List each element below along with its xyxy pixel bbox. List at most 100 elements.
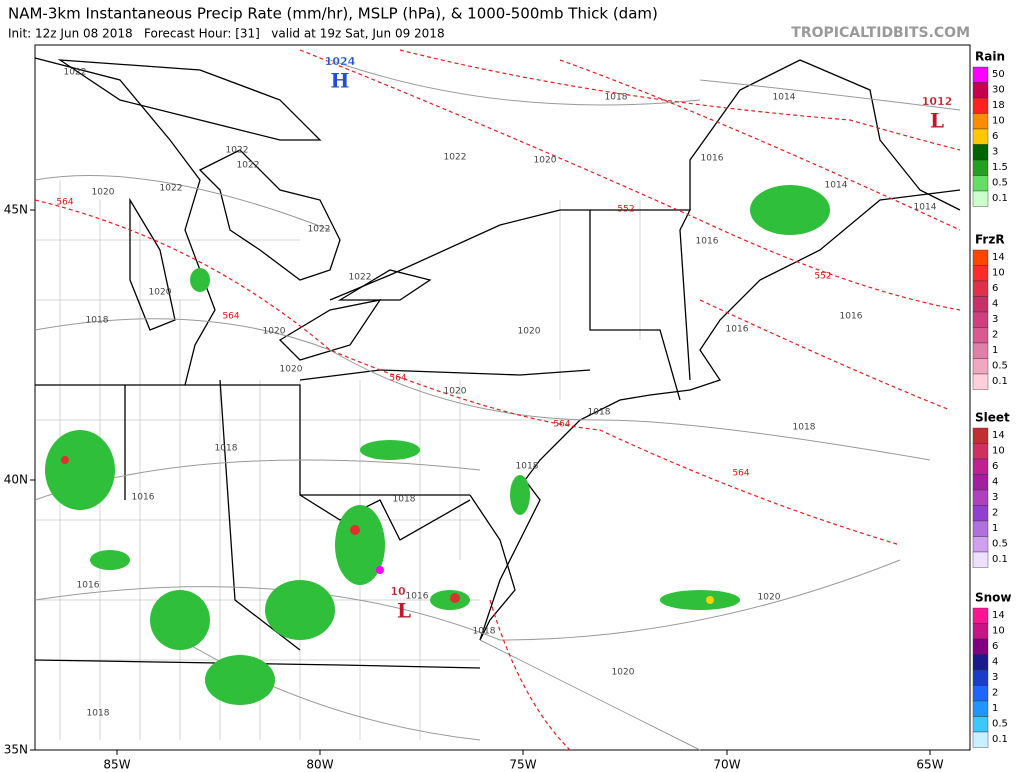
pressure-label: 1016 [406, 592, 429, 602]
legend-title: FrzR [975, 233, 1005, 247]
credit: TROPICALTIDBITS.COM [791, 25, 970, 41]
legend-swatch [972, 175, 989, 192]
legend-swatch [972, 669, 989, 686]
pressure-label: 1020 [518, 327, 541, 337]
legend-label: 3 [992, 672, 998, 683]
lat-label: 45N [4, 203, 28, 217]
thickness-label: 564 [732, 469, 749, 479]
legend-label: 2 [992, 508, 998, 519]
pressure-label: 1018 [87, 709, 110, 719]
pressure-label: 1014 [773, 93, 796, 103]
legend-swatch [972, 654, 989, 671]
title: NAM-3km Instantaneous Precip Rate (mm/hr… [8, 5, 658, 23]
legend-swatch [972, 342, 989, 359]
pressure-label: 1020 [149, 288, 172, 298]
thickness-label: 552 [617, 205, 634, 215]
legend-swatch [972, 489, 989, 506]
legend-label: 14 [992, 430, 1005, 441]
legend-label: 0.5 [992, 539, 1008, 550]
legend-label: 10 [992, 626, 1005, 637]
legend-label: 3 [992, 492, 998, 503]
legend-swatch [972, 700, 989, 717]
legend-label: 3 [992, 147, 998, 158]
legend-label: 14 [992, 252, 1005, 263]
legend-label: 4 [992, 299, 998, 310]
pressure-label: 1020 [92, 188, 115, 198]
legend-swatch [972, 458, 989, 475]
lat-label: 35N [4, 743, 28, 757]
legend-label: 4 [992, 477, 998, 488]
legend-swatch [972, 128, 989, 145]
pressure-label: 1022 [444, 153, 467, 163]
legend-label: 1 [992, 523, 998, 534]
pressure-label: 1014 [825, 181, 848, 191]
legend-swatch [972, 373, 989, 390]
pressure-label: 1022 [349, 273, 372, 283]
lon-label: 65W [916, 758, 943, 772]
pressure-label: 1020 [263, 327, 286, 337]
legend-label: 6 [992, 283, 998, 294]
legend-swatch [972, 113, 989, 130]
legend-swatch [972, 265, 989, 282]
pressure-label: 1022 [308, 225, 331, 235]
legend-label: 2 [992, 688, 998, 699]
pressure-label: 1018 [516, 462, 539, 472]
lat-label: 40N [4, 473, 28, 487]
legend-swatch [972, 144, 989, 161]
lon-label: 85W [103, 758, 130, 772]
legend-label: 14 [992, 610, 1005, 621]
pressure-label: 1018 [473, 627, 496, 637]
pressure-label: 1016 [77, 581, 100, 591]
pressure-label: 1020 [444, 387, 467, 397]
legend-label: 4 [992, 657, 998, 668]
legend-label: 0.1 [992, 554, 1008, 565]
legend-swatch [972, 280, 989, 297]
lakes [57, 59, 432, 361]
pressure-label: 1016 [840, 312, 863, 322]
legend-swatch [972, 638, 989, 655]
legend-label: 10 [992, 446, 1005, 457]
precip [45, 185, 830, 705]
center-letter: H [331, 69, 350, 93]
legend-title: Rain [975, 50, 1005, 64]
lon-label: 80W [306, 758, 333, 772]
legend-swatch [972, 731, 989, 748]
legend-swatch [972, 520, 989, 537]
legend-swatch [972, 97, 989, 114]
legend-swatch [972, 249, 989, 266]
legend-swatch [972, 296, 989, 313]
subtitle: Init: 12z Jun 08 2018 Forecast Hour: [31… [8, 27, 445, 41]
legend-label: 6 [992, 641, 998, 652]
legend-label: 0.1 [992, 376, 1008, 387]
legend-swatch [972, 505, 989, 522]
legend-swatch [972, 427, 989, 444]
pressure-label: 1018 [793, 423, 816, 433]
legend-swatch [972, 607, 989, 624]
pressure-label: 1022 [64, 68, 87, 78]
center-value: 1024 [325, 55, 356, 68]
thickness-label: 564 [222, 312, 239, 322]
pressure-label: 1018 [588, 408, 611, 418]
pressure-label: 1020 [280, 365, 303, 375]
legend-label: 18 [992, 100, 1005, 111]
coastline [479, 189, 961, 641]
legend-label: 10 [992, 116, 1005, 127]
center-value: 10 [390, 585, 406, 598]
legend-swatch [972, 623, 989, 640]
legend-label: 0.1 [992, 193, 1008, 204]
map: 1022 1022 1022 1020 1022 1022 1022 1020 1018 1014… [34, 44, 971, 751]
legend-label: 3 [992, 314, 998, 325]
legend-label: 6 [992, 461, 998, 472]
legend-label: 2 [992, 330, 998, 341]
legend-label: 0.5 [992, 361, 1008, 372]
legend-label: 1 [992, 703, 998, 714]
legend-swatch [972, 190, 989, 207]
legend-swatch [972, 311, 989, 328]
legend-swatch [972, 82, 989, 99]
legend-label: 0.5 [992, 178, 1008, 189]
pressure-label: 1016 [701, 154, 724, 164]
thickness-label: 564 [553, 420, 570, 430]
borders [34, 57, 961, 669]
thickness-label: 564 [389, 374, 406, 384]
